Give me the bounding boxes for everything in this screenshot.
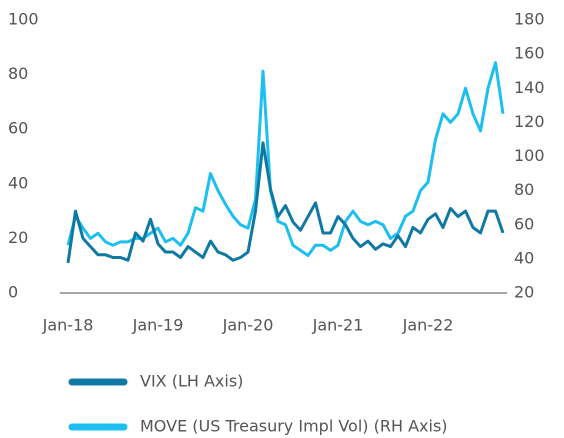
y2-tick-label: 80: [514, 180, 534, 199]
y2-tick-label: 60: [514, 214, 534, 233]
y2-tick-label: 20: [514, 283, 534, 302]
x-tick-label: Jan-21: [312, 316, 364, 335]
y-tick-label: 80: [8, 64, 28, 83]
x-tick-label: Jan-22: [402, 316, 454, 335]
series-line: [66, 61, 505, 257]
y-tick-label: 40: [8, 173, 28, 192]
x-tick-label: Jan-20: [222, 316, 274, 335]
x-tick-label: Jan-19: [132, 316, 184, 335]
series-line: [66, 141, 505, 264]
y2-tick-label: 140: [514, 78, 545, 97]
y2-tick-label: 160: [514, 44, 545, 63]
y-tick-label: 100: [8, 10, 39, 29]
y2-tick-label: 180: [514, 10, 545, 29]
y-tick-label: 20: [8, 228, 28, 247]
y2-tick-label: 40: [514, 248, 534, 267]
y2-tick-label: 100: [514, 146, 545, 165]
legend-label: VIX (LH Axis): [140, 372, 243, 391]
y-tick-label: 60: [8, 119, 28, 138]
y-tick-label: 0: [8, 283, 18, 302]
y2-tick-label: 120: [514, 112, 545, 131]
legend-label: MOVE (US Treasury Impl Vol) (RH Axis): [140, 417, 448, 436]
x-tick-label: Jan-18: [42, 316, 94, 335]
